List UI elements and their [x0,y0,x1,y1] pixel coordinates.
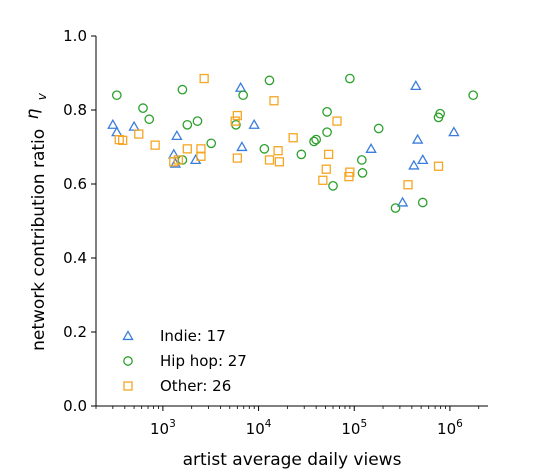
data-point-circle [238,90,248,101]
data-point-triangle [365,142,377,153]
data-point-square [232,153,242,163]
data-point-circle [311,134,322,145]
data-point-triangle [189,154,202,165]
legend-entry-label: Other: 26 [160,377,231,395]
data-point-circle [192,116,203,126]
data-point-triangle [410,80,422,91]
axes: 0.0 0.2 0.4 0.6 0.8 1.0 103 104 105 106 [63,27,488,438]
legend-marker-square [123,381,133,391]
data-point-circle [182,119,193,130]
y-tick-label: 0.4 [63,249,87,267]
legend-marker-circle [123,356,133,366]
data-point-square [433,161,444,171]
y-axis-label: network contribution ratio η v [23,92,49,351]
data-point-triangle [107,118,119,129]
data-point-square [274,157,285,167]
legend-entry-label: Indie: 17 [160,327,226,345]
data-point-square [150,140,160,150]
x-tick-label: 106 [437,418,463,438]
data-point-square [232,110,242,121]
data-point-triangle [396,196,409,207]
data-point-square [199,73,209,84]
data-point-circle [111,90,122,101]
data-point-circle [435,108,445,119]
data-point-square [182,144,192,154]
data-point-square [273,146,283,156]
data-point-square [403,180,413,190]
y-axis-label-text: network contribution ratio [29,129,49,351]
series-square [114,73,444,190]
series-circle [111,73,479,213]
data-point-square [196,151,206,161]
data-point-circle [468,90,479,101]
data-point-circle [309,136,319,147]
data-point-circle [322,127,332,138]
data-point-square [288,133,298,143]
x-tick-label: 103 [150,418,176,438]
y-tick-label: 0.6 [63,175,87,193]
legend-entry-label: Hip hop: 27 [160,352,247,370]
x-tick-label: 104 [246,418,272,438]
data-point-circle [264,75,275,86]
x-tick-label: 105 [341,418,367,438]
data-point-circle [390,203,401,213]
y-tick-label: 1.0 [63,27,87,45]
data-point-circle [259,144,270,154]
data-point-square [318,175,328,185]
y-axis-label-symbol: η [23,108,43,119]
data-point-triangle [171,129,183,141]
y-tick-label: 0.0 [63,397,87,415]
data-point-square [173,155,183,165]
data-point-square [134,129,144,139]
y-tick-label: 0.8 [63,101,87,119]
data-point-square [321,164,331,174]
data-point-square [269,96,279,106]
data-point-triangle [411,133,424,144]
data-point-triangle [248,118,260,129]
data-point-square [345,167,355,177]
y-tick-label: 0.2 [63,323,87,341]
data-point-circle [356,155,367,165]
data-points [107,73,479,213]
data-point-circle [296,149,307,160]
data-point-circle [328,181,338,191]
data-point-triangle [417,154,429,165]
data-point-circle [177,84,188,95]
data-point-triangle [236,141,248,152]
data-point-circle [144,114,155,125]
series-triangle [107,80,460,207]
data-point-triangle [408,159,420,170]
data-point-circle [138,103,148,114]
data-point-square [264,155,275,165]
data-point-circle [206,138,217,149]
data-point-square [323,149,334,160]
y-axis-label-subscript: v [35,92,49,100]
data-point-triangle [234,81,247,92]
data-point-square [230,116,240,126]
data-point-triangle [128,120,140,131]
data-point-circle [357,168,368,178]
data-point-circle [322,107,332,117]
svg-text:network contribution ratio: network contribution ratio η v [23,92,49,351]
legend: Indie: 17 Hip hop: 27 Other: 26 [122,327,247,395]
data-point-square [332,116,342,126]
data-point-circle [345,73,355,84]
data-point-square [118,135,128,145]
data-point-circle [373,123,384,134]
x-axis-label: artist average daily views [183,450,402,470]
data-point-triangle [448,126,460,137]
legend-marker-triangle [122,330,134,341]
data-point-circle [417,197,428,208]
